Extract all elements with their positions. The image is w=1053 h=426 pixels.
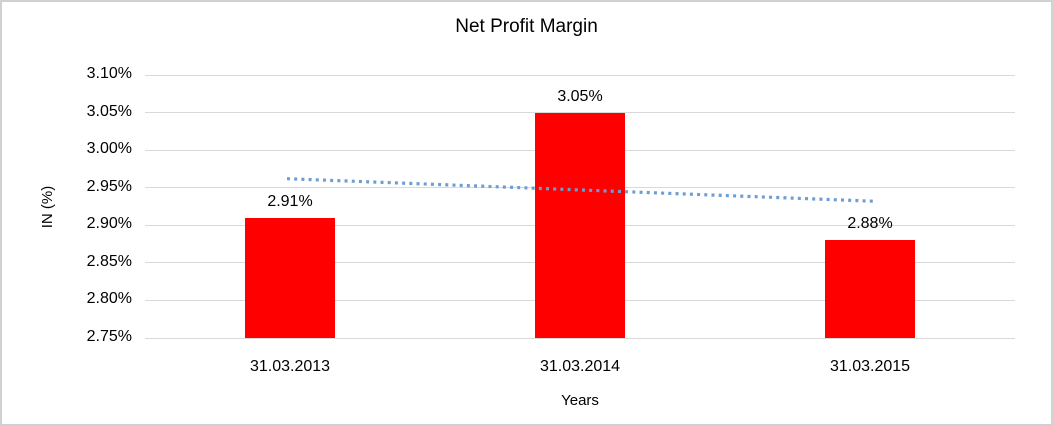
x-axis-title: Years xyxy=(561,392,599,409)
bar-data-label: 2.91% xyxy=(267,192,313,210)
chart-title: Net Profit Margin xyxy=(455,16,598,37)
x-axis-tick-label: 31.03.2014 xyxy=(539,358,621,375)
gridline xyxy=(145,337,1015,339)
x-axis-tick-label: 31.03.2015 xyxy=(829,358,911,375)
y-axis-tick-label: 2.95% xyxy=(86,177,132,195)
bar xyxy=(245,217,335,338)
y-axis-tick-label: 2.75% xyxy=(86,328,132,345)
bar xyxy=(535,112,625,338)
bar-data-label: 2.88% xyxy=(847,215,893,233)
trendline xyxy=(286,177,875,203)
y-axis-tick-label: 3.05% xyxy=(86,102,132,120)
x-axis-tick-label: 31.03.2013 xyxy=(249,358,331,375)
gridline xyxy=(145,74,1015,76)
y-axis-tick-label: 3.00% xyxy=(86,140,132,158)
y-axis-tick-label: 2.90% xyxy=(86,215,132,233)
bar xyxy=(825,240,915,338)
y-axis-tick-label: 2.80% xyxy=(86,290,132,308)
bar-data-label: 3.05% xyxy=(557,87,603,105)
y-axis-tick-label: 3.10% xyxy=(86,65,132,82)
y-axis-tick-label: 2.85% xyxy=(86,252,132,270)
